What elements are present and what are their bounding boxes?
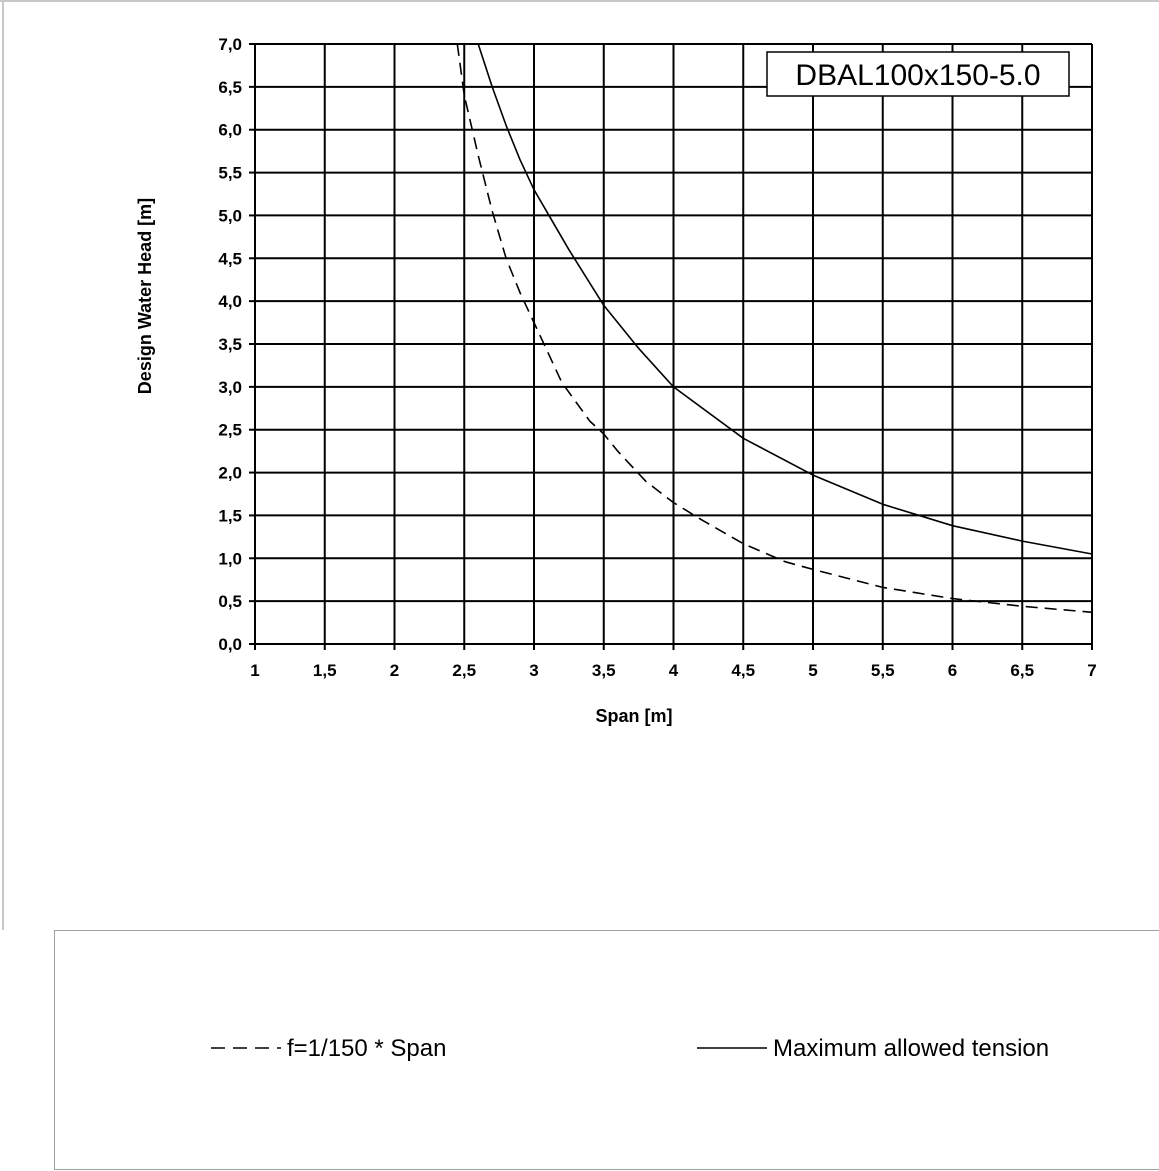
y-tick-label: 5,5	[218, 164, 242, 183]
legend-svg: f=1/150 * Span Maximum allowed tension	[211, 1035, 1049, 1062]
x-tick-label: 4	[669, 661, 679, 680]
legend: f=1/150 * Span Maximum allowed tension	[54, 930, 1159, 1170]
x-tick-label: 6	[948, 661, 957, 680]
y-tick-label: 0,5	[218, 592, 242, 611]
x-tick-label: 4,5	[731, 661, 755, 680]
legend-label-dashed: f=1/150 * Span	[287, 1035, 446, 1062]
y-tick-label: 5,0	[218, 206, 242, 225]
x-axis-label: Span [m]	[595, 706, 672, 726]
y-tick-label: 6,5	[218, 78, 242, 97]
series-solid-line	[477, 43, 1093, 555]
y-tick-label: 2,5	[218, 421, 242, 440]
x-tick-label: 5,5	[871, 661, 895, 680]
x-tick-label: 1	[250, 661, 259, 680]
annotation-badge: DBAL100x150-5.0	[766, 51, 1070, 97]
annotation-badge-text: DBAL100x150-5.0	[795, 59, 1040, 92]
x-tick-label: 6,5	[1010, 661, 1034, 680]
y-tick-label: 1,0	[218, 549, 242, 568]
series-dashed-line	[456, 43, 1093, 614]
frame-top-border	[0, 0, 1159, 2]
y-tick-label: 4,0	[218, 292, 242, 311]
x-tick-label: 3	[529, 661, 538, 680]
x-tick-label: 3,5	[592, 661, 616, 680]
y-axis-label: Design Water Head [m]	[135, 198, 155, 394]
y-tick-label: 4,5	[218, 249, 242, 268]
y-tick-label: 2,0	[218, 464, 242, 483]
x-tick-label: 7	[1087, 661, 1096, 680]
frame-left-border	[2, 0, 4, 930]
x-tick-label: 1,5	[313, 661, 337, 680]
x-tick-label: 2	[390, 661, 399, 680]
x-tick-label: 5	[808, 661, 817, 680]
legend-label-solid: Maximum allowed tension	[773, 1035, 1049, 1062]
y-tick-label: 3,5	[218, 335, 242, 354]
chart: 1 1,5 2 2,5 3 3,5 4 4,5 5 5,5 6 6,5 7 0,0 0,5 1,0 1,5 2,…	[135, 35, 1097, 726]
y-tick-label: 3,0	[218, 378, 242, 397]
grid	[249, 43, 1093, 650]
y-tick-label: 1,5	[218, 506, 242, 525]
x-tick-labels: 1 1,5 2 2,5 3 3,5 4 4,5 5 5,5 6 6,5 7	[250, 661, 1096, 680]
y-tick-label: 7,0	[218, 35, 242, 54]
y-tick-labels: 0,0 0,5 1,0 1,5 2,0 2,5 3,0 3,5 4,0 4,5 5,0 5,5 6,0 6…	[218, 35, 242, 654]
annotation-badge-box	[766, 51, 1070, 97]
x-tick-label: 2,5	[452, 661, 476, 680]
y-tick-label: 0,0	[218, 635, 242, 654]
series-lines	[456, 43, 1093, 614]
y-tick-label: 6,0	[218, 121, 242, 140]
